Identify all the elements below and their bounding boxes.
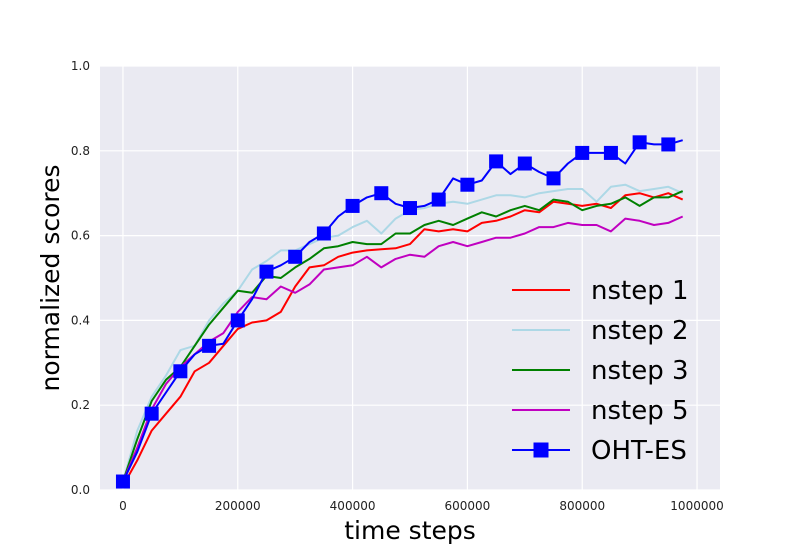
- x-tick-label: 1000000: [670, 499, 723, 513]
- legend-label: nstep 2: [591, 316, 689, 346]
- y-axis-ticks: 0.0 0.2 0.4 0.6 0.8 1.0: [71, 59, 90, 497]
- x-tick-label: 800000: [559, 499, 605, 513]
- data-point-marker: [374, 186, 389, 201]
- legend-label: nstep 3: [591, 356, 689, 386]
- data-point-marker: [632, 135, 647, 150]
- x-tick-label: 600000: [445, 499, 491, 513]
- data-point-marker: [460, 177, 475, 192]
- y-tick-label: 0.0: [71, 483, 90, 497]
- grid: [100, 65, 720, 491]
- x-axis-ticks: 0 200000 400000 600000 800000 1000000: [119, 499, 724, 513]
- data-point-marker: [115, 474, 130, 489]
- x-tick-label: 400000: [330, 499, 376, 513]
- plot-area: [100, 66, 720, 490]
- series-line-3: [122, 215, 684, 482]
- data-point-marker: [316, 226, 331, 241]
- series-layer: [115, 135, 684, 489]
- data-point-marker: [288, 249, 303, 264]
- legend-label: nstep 1: [591, 276, 689, 306]
- data-point-marker: [345, 198, 360, 213]
- legend-label: OHT-ES: [591, 436, 687, 466]
- data-point-marker: [661, 137, 676, 152]
- y-tick-label: 0.4: [71, 313, 90, 327]
- x-axis-label: time steps: [344, 516, 476, 545]
- y-tick-label: 0.8: [71, 144, 90, 158]
- data-point-marker: [230, 313, 245, 328]
- data-point-marker: [575, 145, 590, 160]
- data-point-marker: [546, 171, 561, 186]
- legend-label: nstep 5: [591, 396, 689, 426]
- x-tick-label: 200000: [215, 499, 261, 513]
- y-axis-label: normalized scores: [36, 164, 65, 391]
- legend: nstep 1 nstep 2 nstep 3 nstep 5 OHT-ES: [512, 276, 689, 466]
- data-point-marker: [489, 154, 504, 169]
- y-tick-label: 0.6: [71, 229, 90, 243]
- series-line-4: [122, 139, 683, 482]
- data-point-marker: [202, 338, 217, 353]
- series-line-0: [122, 192, 684, 487]
- data-point-marker: [517, 156, 532, 171]
- y-tick-label: 1.0: [71, 59, 90, 73]
- series-line-1: [122, 183, 684, 482]
- data-point-marker: [144, 406, 159, 421]
- data-point-marker: [259, 264, 274, 279]
- legend-marker: [533, 442, 549, 458]
- series-line-2: [122, 190, 684, 482]
- data-point-marker: [603, 145, 618, 160]
- data-point-marker: [403, 201, 417, 216]
- x-tick-label: 0: [119, 499, 127, 513]
- data-point-marker: [431, 192, 446, 207]
- data-point-marker: [173, 364, 188, 379]
- y-tick-label: 0.2: [71, 398, 90, 412]
